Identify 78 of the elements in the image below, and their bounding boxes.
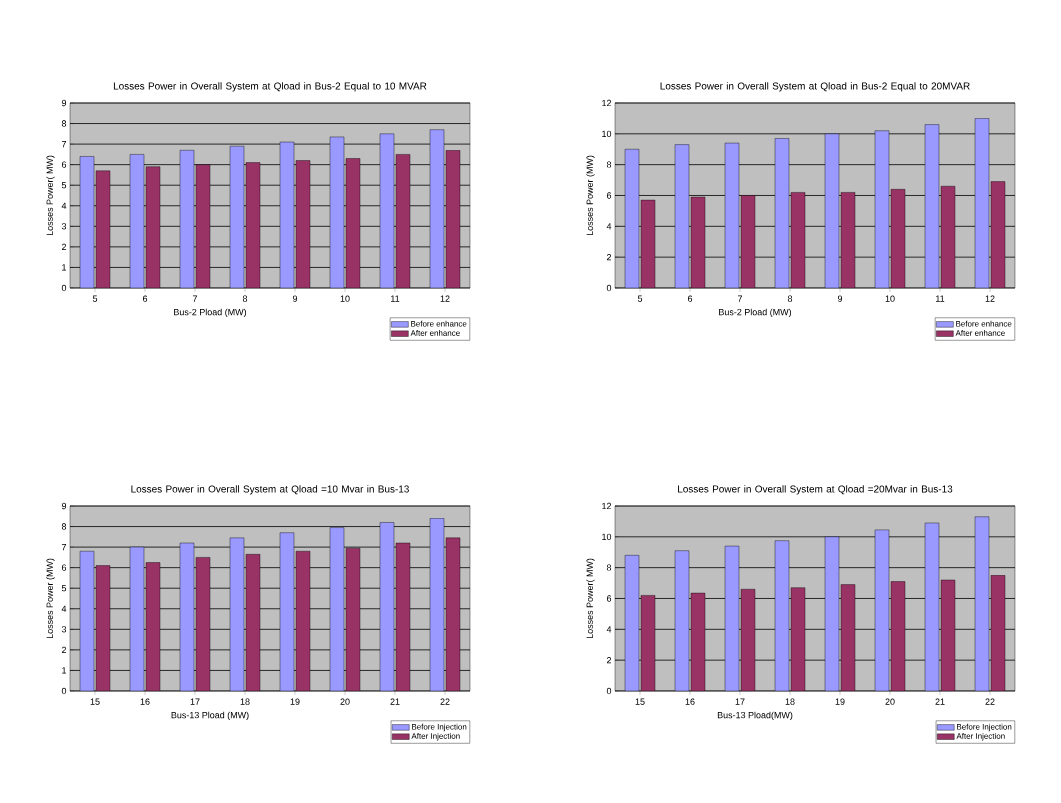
chart-title: Losses Power in Overall System at Qload =20Mvar in Bus-13 [678,485,953,495]
x-tick-label: 12 [985,295,995,302]
x-tick-label: 15 [635,698,645,705]
x-tick-label: 18 [240,698,250,705]
y-tick-label: 6 [606,192,612,199]
y-tick-label: 3 [61,626,67,633]
x-tick-label: 9 [292,295,298,302]
x-tick-label: 11 [391,295,400,302]
x-tick-label: 19 [290,698,300,705]
x-tick-label: 12 [440,295,450,302]
x-tick-label: 18 [785,698,795,705]
chart-title: Losses Power in Overall System at Qload in Bus-2 Equal to 20MVAR [660,82,970,92]
y-tick-label: 6 [606,595,612,602]
y-tick-label: 4 [606,626,612,633]
x-tick-label: 11 [936,295,945,302]
y-axis-title: Losses Power( MW) [46,155,55,236]
y-tick-label: 2 [606,657,612,664]
x-tick-label: 6 [142,295,148,302]
y-tick-label: 9 [61,502,67,510]
y-axis-title: Losses Power (MW) [46,558,55,639]
x-tick-label: 21 [390,698,400,705]
y-tick-label: 8 [61,523,67,530]
y-axis-title: Losses Power( MW) [586,558,595,639]
y-tick-label: 5 [61,182,67,189]
y-tick-label: 2 [61,243,67,250]
y-tick-label: 8 [606,161,612,168]
x-tick-label: 8 [787,295,793,302]
x-tick-label: 5 [92,295,98,302]
y-tick-label: 1 [62,667,67,674]
x-tick-label: 5 [637,295,643,302]
y-tick-label: 7 [61,141,67,148]
chart-title: Losses Power in Overall System at Qload =10 Mvar in Bus-13 [131,485,409,495]
y-tick-label: 8 [61,120,67,127]
y-tick-label: 10 [602,130,612,137]
y-tick-label: 0 [606,284,612,292]
y-tick-label: 7 [61,544,67,551]
x-tick-label: 20 [340,698,350,705]
x-tick-label: 16 [140,698,150,705]
x-tick-label: 21 [935,698,945,705]
y-tick-label: 2 [606,254,612,261]
y-axis-title: Losses Power (MW) [586,155,595,236]
y-tick-label: 2 [61,646,67,654]
y-tick-label: 3 [61,223,67,230]
x-axis-title: Bus-2 Pload (MW) [174,308,247,318]
y-tick-label: 9 [61,99,67,107]
x-axis-title: Bus-2 Pload (MW) [719,308,792,318]
y-tick-label: 12 [602,99,612,107]
x-tick-label: 15 [90,698,100,705]
y-tick-label: 0 [61,284,67,292]
y-tick-label: 0 [61,687,67,695]
x-axis-title: Bus-13 Pload(MW) [717,711,793,721]
y-tick-label: 4 [61,202,67,209]
y-tick-label: 4 [61,605,67,612]
x-tick-label: 6 [687,295,693,302]
chart-title: Losses Power in Overall System at Qload in Bus-2 Equal to 10 MVAR [113,82,427,92]
y-tick-label: 5 [61,585,67,592]
y-tick-label: 12 [602,502,612,510]
x-tick-label: 10 [340,295,350,302]
y-tick-label: 8 [606,564,612,571]
x-axis-title: Bus-13 Pload (MW) [171,711,249,721]
y-tick-label: 1 [62,264,67,271]
y-tick-label: 6 [61,161,67,168]
y-tick-label: 0 [606,687,612,695]
x-tick-label: 17 [735,698,745,705]
y-tick-label: 10 [602,533,612,540]
x-tick-label: 17 [190,698,200,705]
x-tick-label: 9 [837,295,843,302]
x-tick-label: 10 [885,295,895,302]
x-tick-label: 7 [192,295,198,302]
x-tick-label: 16 [685,698,695,705]
y-tick-label: 6 [61,564,67,571]
x-tick-label: 22 [985,698,995,705]
x-tick-label: 8 [242,295,248,302]
x-tick-label: 22 [440,698,450,705]
x-tick-label: 20 [885,698,895,705]
y-tick-label: 4 [606,223,612,230]
x-tick-label: 19 [835,698,845,705]
x-tick-label: 7 [737,295,743,302]
